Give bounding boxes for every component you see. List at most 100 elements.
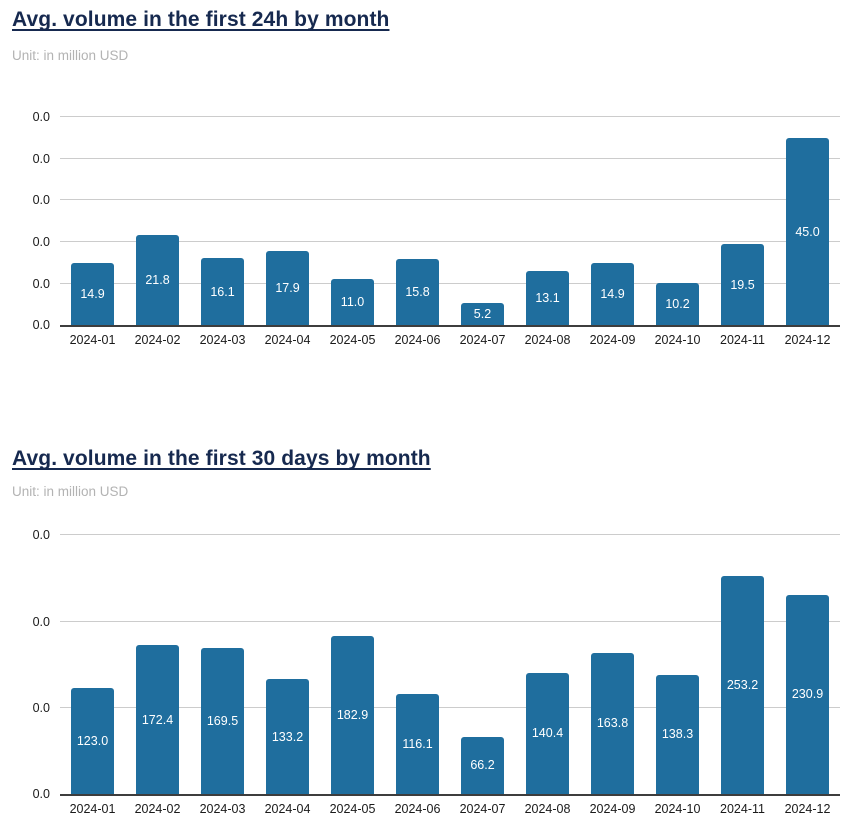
x-axis-label: 2024-03 (199, 333, 246, 347)
bar-2024-02: 21.8 (136, 234, 179, 325)
bar-column: 172.4 (125, 525, 190, 794)
bar-value-label: 230.9 (791, 687, 824, 702)
x-axis-label: 2024-02 (134, 333, 181, 347)
bar-value-label: 15.8 (405, 285, 430, 300)
bar-column: 11.0 (320, 100, 385, 325)
bar-column: 230.9 (775, 525, 840, 794)
bar-value-label: 5.2 (473, 307, 492, 322)
bar-2024-04: 133.2 (266, 679, 309, 794)
bar-value-label: 172.4 (141, 712, 174, 727)
bar-2024-07: 66.2 (461, 736, 504, 794)
x-axis-label: 2024-11 (720, 802, 765, 816)
bar-column: 5.2 (450, 100, 515, 325)
bar-2024-11: 253.2 (721, 575, 764, 794)
gridline (60, 240, 840, 242)
bar-column: 123.0 (60, 525, 125, 794)
gridline (60, 157, 840, 159)
bar-column: 17.9 (255, 100, 320, 325)
x-axis-label: 2024-07 (459, 802, 506, 816)
bar-value-label: 11.0 (340, 295, 365, 310)
x-axis-label: 2024-02 (134, 802, 181, 816)
bar-2024-12: 45.0 (786, 138, 829, 325)
x-axis-label: 2024-12 (784, 802, 831, 816)
bar-column: 138.3 (645, 525, 710, 794)
bar-2024-04: 17.9 (266, 250, 309, 325)
bar-value-label: 10.2 (665, 296, 690, 311)
bar-2024-03: 169.5 (201, 647, 244, 794)
bar-2024-01: 123.0 (71, 687, 114, 794)
y-axis-tick-label: 0.0 (32, 276, 50, 291)
x-axis-label: 2024-09 (589, 802, 636, 816)
gridline (60, 199, 840, 201)
bar-2024-08: 13.1 (526, 270, 569, 325)
bar-column: 45.0 (775, 100, 840, 325)
chart-subtitle-30d: Unit: in million USD (12, 484, 129, 499)
x-axis-label: 2024-01 (69, 333, 116, 347)
x-axis-label: 2024-08 (524, 333, 571, 347)
bar-value-label: 116.1 (402, 736, 433, 751)
x-axis-label: 2024-06 (394, 802, 441, 816)
bar-value-label: 140.4 (531, 726, 564, 741)
bar-value-label: 16.1 (210, 284, 235, 299)
x-axis-label: 2024-05 (329, 333, 376, 347)
x-axis-label: 2024-06 (394, 333, 441, 347)
bar-value-label: 19.5 (730, 277, 755, 292)
bar-2024-03: 16.1 (201, 258, 244, 325)
bar-value-label: 123.0 (76, 733, 109, 748)
x-axis-labels-row: 2024-01 2024-02 2024-03 2024-04 2024-05 2024-… (60, 802, 840, 816)
bar-column: 14.9 (580, 100, 645, 325)
gridline (60, 534, 840, 536)
bar-value-label: 169.5 (206, 713, 239, 728)
bar-2024-12: 230.9 (786, 594, 829, 794)
bar-2024-06: 15.8 (396, 259, 439, 325)
y-axis-tick-label: 0.0 (32, 614, 50, 629)
x-axis-label: 2024-08 (524, 802, 571, 816)
bar-2024-09: 14.9 (591, 263, 634, 325)
bar-2024-08: 140.4 (526, 672, 569, 794)
bar-column: 10.2 (645, 100, 710, 325)
bar-column: 16.1 (190, 100, 255, 325)
y-axis-tick-label: 0.0 (32, 193, 50, 208)
bar-value-label: 138.3 (661, 727, 694, 742)
x-axis-label: 2024-03 (199, 802, 246, 816)
bar-chart-30d: 0.0 0.0 0.0 0.0 123.0 172.4 169.5 133.2 182.9 116… (33, 525, 840, 816)
bar-column: 133.2 (255, 525, 320, 794)
bar-2024-06: 116.1 (396, 693, 439, 794)
bar-2024-01: 14.9 (71, 263, 114, 325)
bar-2024-10: 10.2 (656, 282, 699, 325)
y-axis-tick-label: 0.0 (32, 528, 50, 543)
x-axis-label: 2024-05 (329, 802, 376, 816)
y-axis-tick-label: 0.0 (32, 151, 50, 166)
x-axis-label: 2024-07 (459, 333, 506, 347)
x-axis-label: 2024-04 (264, 802, 311, 816)
bar-column: 15.8 (385, 100, 450, 325)
bar-column: 21.8 (125, 100, 190, 325)
bar-2024-07: 5.2 (461, 303, 504, 325)
y-axis-tick-label: 0.0 (32, 700, 50, 715)
bar-column: 163.8 (580, 525, 645, 794)
bar-value-label: 182.9 (336, 708, 369, 723)
x-axis-label: 2024-11 (720, 333, 765, 347)
bar-2024-11: 19.5 (721, 244, 764, 325)
gridline (60, 282, 840, 284)
bar-column: 13.1 (515, 100, 580, 325)
bars-row: 14.9 21.8 16.1 17.9 11.0 15.8 5.2 13.1 14.9 10.2 1… (60, 100, 840, 325)
bar-value-label: 66.2 (470, 758, 495, 773)
gridline (60, 116, 840, 118)
bar-column: 140.4 (515, 525, 580, 794)
bar-column: 182.9 (320, 525, 385, 794)
bar-column: 66.2 (450, 525, 515, 794)
bar-column: 19.5 (710, 100, 775, 325)
x-axis-labels-row: 2024-01 2024-02 2024-03 2024-04 2024-05 2024-… (60, 333, 840, 347)
x-axis-label: 2024-04 (264, 333, 311, 347)
bar-value-label: 14.9 (600, 287, 625, 302)
bar-2024-05: 11.0 (331, 279, 374, 325)
bar-column: 14.9 (60, 100, 125, 325)
bar-column: 253.2 (710, 525, 775, 794)
gridline (60, 620, 840, 622)
bar-value-label: 163.8 (596, 716, 629, 731)
chart-title-24h: Avg. volume in the first 24h by month (12, 8, 390, 31)
chart-title-30d: Avg. volume in the first 30 days by mont… (12, 447, 431, 470)
bar-value-label: 17.9 (275, 280, 300, 295)
x-axis-label: 2024-10 (654, 333, 701, 347)
